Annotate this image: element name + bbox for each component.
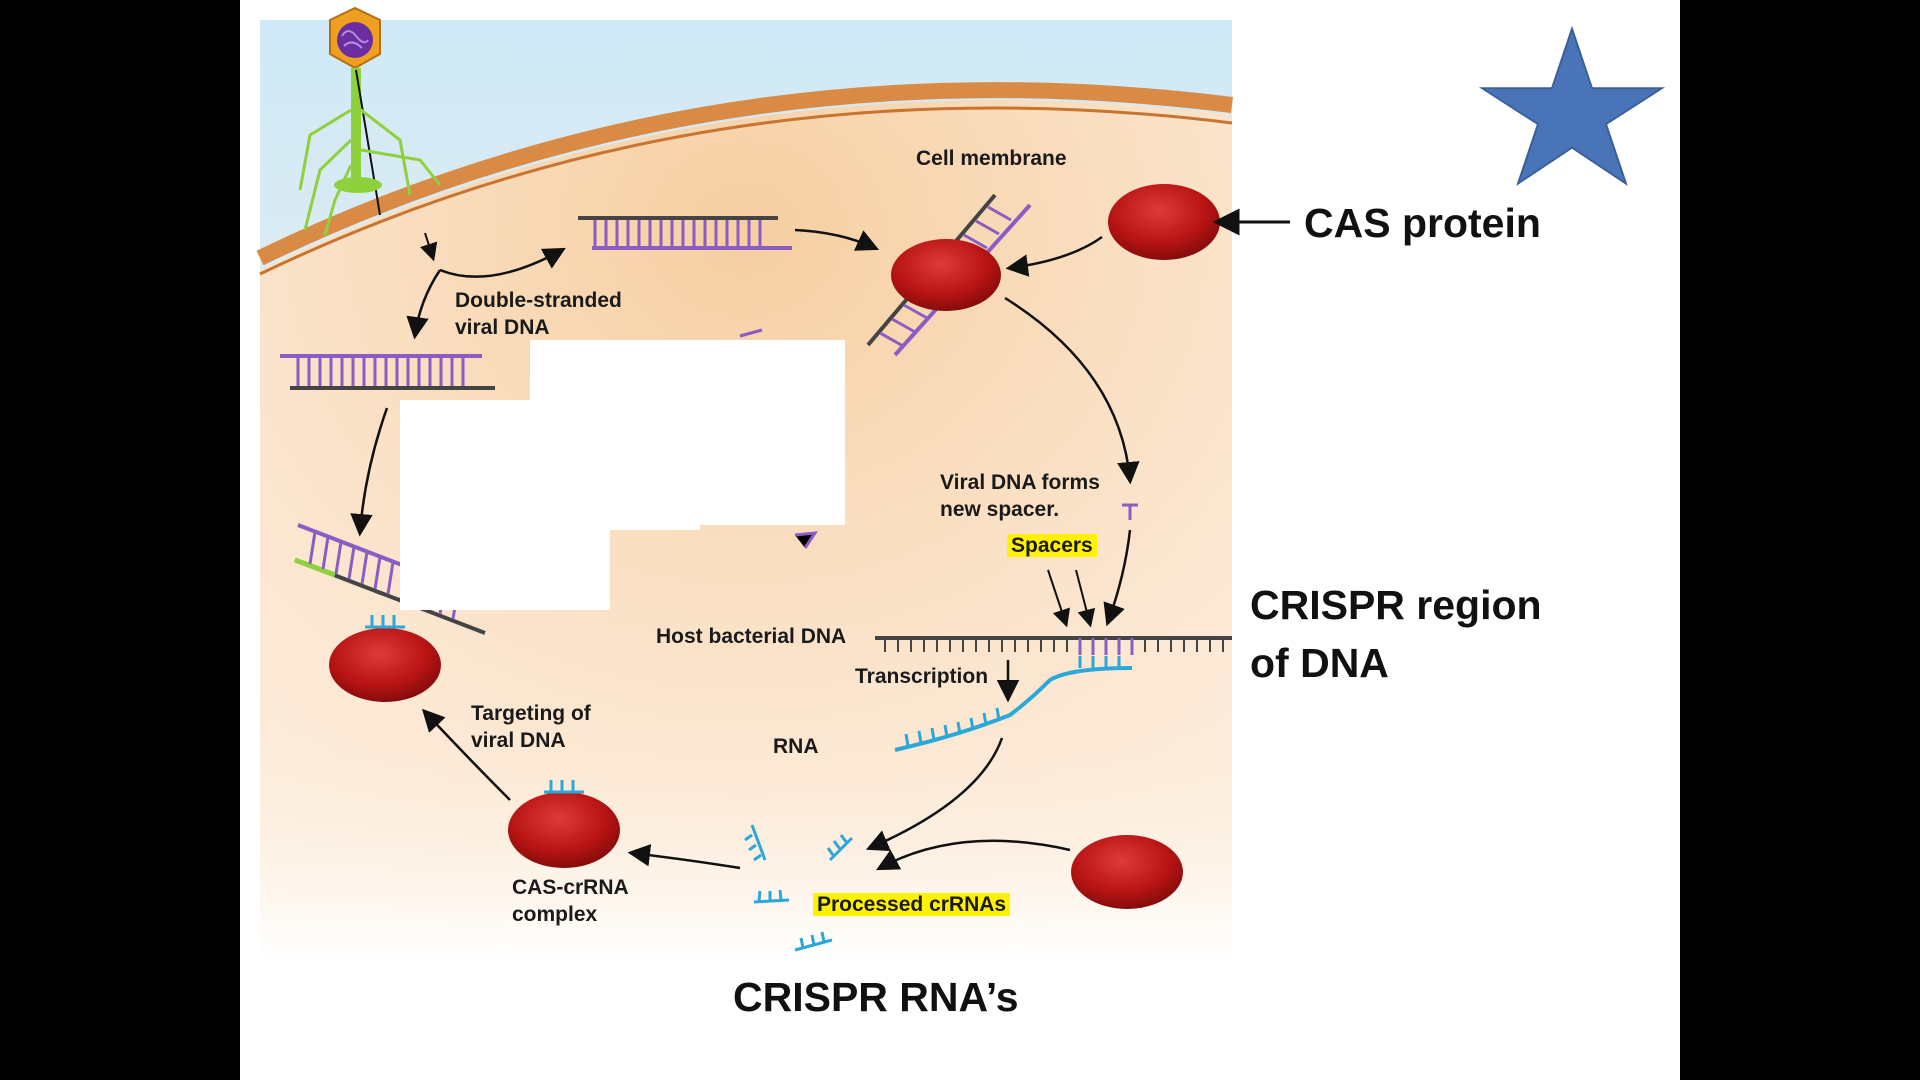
cas-crrna-complex-protein xyxy=(508,792,620,868)
host-bacterial-dna xyxy=(875,636,1232,655)
label-targeting-of-viral-dna: Targeting of viral DNA xyxy=(471,702,591,752)
cas-protein-center xyxy=(891,239,1001,311)
viral-dna-left xyxy=(280,354,495,390)
occlusion-box-2 xyxy=(400,400,700,530)
crispr-diagram xyxy=(256,6,1666,961)
cell-fade xyxy=(260,700,1232,960)
label-viral-dna-forms-new-spacer: Viral DNA forms new spacer. xyxy=(940,471,1100,521)
star-icon xyxy=(1478,25,1666,186)
annotation-crispr-rnas: CRISPR RNA’s xyxy=(733,974,1019,1020)
arrow-to-top-dna xyxy=(439,247,566,278)
arrow-to-new-spacer xyxy=(1004,296,1140,485)
label-transcription: Transcription xyxy=(855,665,989,688)
slide: Cell membrane Double-stranded viral DNA … xyxy=(240,0,1680,1080)
label-cell-membrane: Cell membrane xyxy=(916,147,1067,170)
arrow-spacer-insert xyxy=(1103,529,1132,627)
arrow-targeting xyxy=(421,708,511,801)
label-cas-crrna-complex: CAS-crRNA complex xyxy=(512,876,629,926)
arrow-to-cas-top xyxy=(794,228,880,251)
arrow-to-complex xyxy=(627,843,741,870)
label-spacers: Spacers xyxy=(1007,534,1097,557)
cell-membrane xyxy=(256,82,1233,266)
spacer-pointer-2 xyxy=(1075,569,1096,628)
viral-dna-top xyxy=(578,216,792,250)
arrow-to-crrnas xyxy=(865,737,1004,852)
cas-protein-targeting xyxy=(329,628,441,702)
loose-spacer-fragments xyxy=(739,328,819,549)
bacteriophage-icon xyxy=(298,6,442,236)
label-host-bacterial-dna: Host bacterial DNA xyxy=(656,625,847,648)
spacer-pointer-1 xyxy=(1047,569,1070,628)
injection-arrow xyxy=(420,232,438,262)
cas-protein-bottom-right xyxy=(1071,835,1183,909)
annotation-crispr-region: CRISPR region of DNA xyxy=(1250,582,1542,686)
arrow-to-left-dna xyxy=(406,269,442,340)
label-rna: RNA xyxy=(773,735,819,758)
cas-protein-top-right xyxy=(1108,184,1220,260)
arrow-to-target-dna xyxy=(350,407,389,537)
processed-crrna-fragments xyxy=(744,824,854,952)
annotation-cas-protein: CAS protein xyxy=(1304,200,1541,246)
new-spacer-icon xyxy=(1122,503,1138,520)
label-double-stranded-viral-dna: Double-stranded viral DNA xyxy=(455,289,622,339)
arrow-cas-to-crrnas xyxy=(876,839,1071,871)
rna-transcript xyxy=(894,656,1133,752)
label-processed-crrnas: Processed crRNAs xyxy=(813,893,1011,916)
cas-targeting-rna xyxy=(365,615,405,629)
cas-crrna-complex-rna xyxy=(544,780,584,794)
arrow-cas-to-complex xyxy=(1005,235,1103,277)
occlusion-box-3 xyxy=(400,520,610,610)
cell-membrane-inner xyxy=(259,106,1233,276)
